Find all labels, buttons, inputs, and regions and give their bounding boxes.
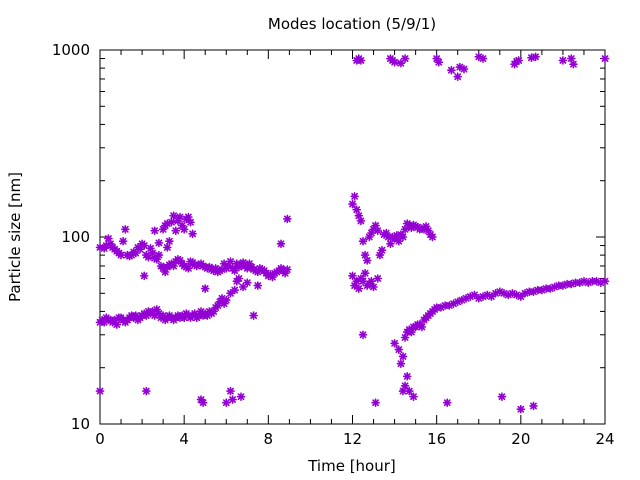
data-point	[600, 276, 610, 286]
x-tick-label: 8	[264, 430, 274, 448]
data-point	[459, 64, 469, 74]
data-point	[373, 274, 383, 283]
data-point	[402, 371, 412, 381]
data-point	[121, 225, 130, 234]
data-point	[230, 285, 239, 295]
data-point	[154, 250, 164, 260]
data-point	[417, 322, 427, 332]
data-point	[226, 386, 235, 396]
data-point	[348, 271, 357, 281]
x-tick-label: 16	[427, 430, 446, 448]
data-point	[238, 282, 248, 292]
data-point	[150, 226, 159, 235]
chart-title: Modes location (5/9/1)	[268, 15, 436, 33]
data-point	[356, 56, 366, 65]
x-tick-label: 12	[343, 430, 362, 448]
plot-frame	[99, 49, 606, 425]
data-point	[139, 271, 149, 281]
data-point	[371, 398, 380, 408]
data-point	[282, 265, 292, 274]
data-point	[360, 268, 370, 278]
data-point	[198, 398, 208, 408]
data-point	[358, 236, 368, 246]
data-point	[516, 404, 526, 414]
x-tick-label: 0	[95, 430, 105, 448]
data-point	[184, 263, 193, 273]
data-point	[600, 54, 610, 63]
data-point	[154, 238, 164, 248]
data-point	[222, 295, 231, 305]
data-point	[188, 229, 197, 239]
data-point	[112, 320, 122, 329]
y-tick-label: 100	[61, 228, 90, 246]
data-point	[529, 401, 538, 411]
data-point	[236, 392, 246, 402]
y-tick-label: 10	[71, 415, 90, 433]
data-point	[428, 232, 437, 242]
data-point	[179, 225, 189, 234]
data-point	[558, 56, 568, 65]
data-point	[390, 338, 399, 348]
data-point	[253, 281, 263, 290]
data-point	[249, 311, 258, 320]
data-point	[282, 214, 292, 224]
data-point	[478, 54, 488, 63]
plot-area: 0 4 8 12 16 20 24 10 100 1000	[52, 41, 615, 448]
data-point	[350, 192, 359, 201]
y-tick-label: 1000	[52, 41, 90, 59]
data-point	[118, 236, 128, 246]
x-tick-label: 24	[595, 430, 614, 448]
x-tick-label: 20	[511, 430, 530, 448]
data-point	[354, 284, 364, 293]
data-point	[396, 359, 406, 369]
data-point	[276, 239, 286, 249]
data-point	[390, 57, 399, 67]
data-point	[569, 59, 578, 69]
data-point	[163, 243, 172, 252]
data-point	[348, 199, 357, 209]
data-point	[404, 386, 414, 396]
data-point	[171, 226, 181, 235]
data-point	[373, 226, 383, 235]
data-point	[394, 345, 404, 354]
data-point	[514, 56, 524, 65]
data-point	[362, 256, 372, 265]
data-point	[358, 330, 368, 340]
data-point	[434, 57, 444, 67]
data-point	[442, 398, 452, 408]
data-point	[453, 72, 463, 81]
data-point	[398, 232, 408, 242]
y-axis-label: Particle size [nm]	[6, 172, 24, 302]
data-point	[409, 392, 418, 402]
data-point	[356, 216, 366, 226]
data-point	[398, 352, 408, 361]
data-point	[531, 52, 540, 62]
data-point	[200, 284, 210, 293]
data-point	[400, 54, 410, 63]
x-tick-label: 4	[179, 430, 189, 448]
data-point	[377, 245, 387, 255]
data-point	[369, 282, 378, 292]
data-point	[447, 65, 456, 75]
data-point	[497, 392, 507, 402]
data-point	[142, 386, 151, 396]
data-point	[232, 276, 242, 286]
data-point	[95, 386, 105, 396]
data-point	[186, 217, 195, 227]
x-axis-label: Time [hour]	[307, 457, 396, 475]
data-point	[228, 395, 237, 404]
